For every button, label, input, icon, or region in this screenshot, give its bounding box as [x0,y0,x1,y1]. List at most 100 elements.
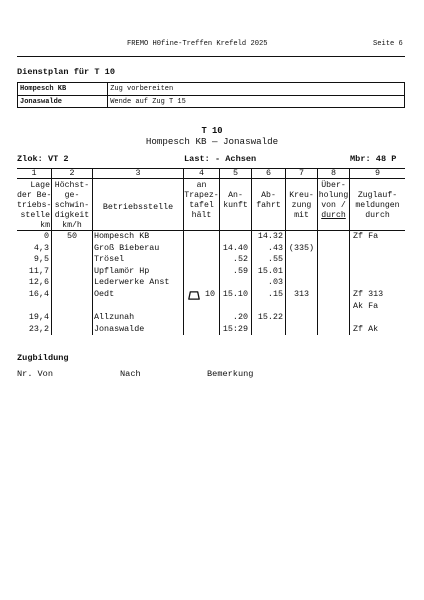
column-number-speed: 2 [51,168,92,179]
timetable-row: 4,3 Groß Bieberau 14.40.43 (335) [17,242,405,255]
column-header-line: fahrt [256,201,281,211]
column-header-km: Lage der Be-triebs-stelle km [17,179,51,232]
column-number-reports: 9 [349,168,405,179]
cell-reports [349,242,405,255]
cell-reports [349,254,405,266]
cell-departure: 14.32 [251,231,285,243]
cell-speed: 50 [51,231,92,243]
column-header-line: kunft [223,201,248,211]
cell-arrival: 14.40 [219,242,251,255]
column-header-line: hält [191,211,212,221]
column-number-trapez: 4 [183,168,219,179]
cell-station: Trösel [92,254,183,266]
timetable-row: 23,2 Jonaswalde 15:29 Zf Ak [17,323,405,336]
cell-crossing [285,265,317,278]
train-locomotive: Zlok: VT 2 [17,154,69,164]
duty-plan-row: Hompesch KB Zug vorbereiten [18,82,404,95]
cell-departure [251,323,285,336]
column-header-line: Betriebsstelle [102,201,174,212]
event-title: FREMO H0fine-Treffen Krefeld 2025 [127,39,268,48]
column-header-arrival: An-kunft [219,179,251,232]
column-number-overtaking: 8 [317,168,349,179]
formation-column-from: Von [37,369,53,379]
cell-overtaking [317,254,349,266]
report-line: Zf Fa [353,231,379,241]
duty-plan-title: Dienstplan für T 10 [17,67,115,77]
cell-crossing [285,231,317,243]
duty-task: Zug vorbereiten [110,84,174,93]
column-header-line: schwin- [54,201,90,210]
timetable-row: 11,7 Upflamör Hp .59 15.01 [17,265,405,278]
trapez-sign-value: 10 [204,288,216,299]
cell-reports: Zf 313 Ak Fa [349,288,405,313]
train-load: Last: - Achsen [184,154,257,164]
column-number-km: 1 [31,168,37,178]
cell-reports [349,277,405,289]
cell-km: 12,6 [28,277,49,288]
timetable-column-headers: Lage der Be-triebs-stelle km Höchst-ge-schw… [17,179,405,232]
page-number: Seite 6 [373,39,403,48]
duty-plan-row: Jonaswalde Wende auf Zug T 15 [18,94,404,108]
cell-km: 9,5 [33,254,49,265]
column-header-departure: Ab-fahrt [251,179,285,232]
cell-arrival: .59 [219,265,251,278]
cell-km: 19,4 [28,312,49,323]
cell-station: Upflamör Hp [92,265,183,278]
cell-speed [51,288,92,313]
column-header-line: An- [228,190,243,200]
cell-km: 23,2 [28,323,49,334]
column-number-departure: 6 [251,168,285,179]
column-header-trapez: an Trapez-tafel hält [183,179,219,232]
column-header-line: durch [321,211,346,221]
column-header-line: zung [291,201,312,211]
cell-departure: 15.01 [251,265,285,278]
report-line: Zf Ak [353,323,379,334]
cell-departure: .55 [251,254,285,266]
cell-station: Oedt [92,288,183,313]
column-header-line: km [40,221,50,231]
cell-reports [349,312,405,324]
column-header-line: an [196,180,207,190]
cell-arrival: 15:29 [219,323,251,336]
cell-reports [349,265,405,278]
cell-arrival: 15.10 [219,288,251,313]
column-header-crossing: Kreu-zung mit [285,179,317,232]
cell-km: 4,3 [33,242,49,253]
header-divider [17,56,405,58]
column-number-crossing: 7 [285,168,317,179]
column-header-line: km/h [62,221,82,231]
cell-overtaking [317,323,349,336]
cell-station: Groß Bieberau [92,242,183,255]
column-number-arrival: 5 [219,168,251,179]
column-header-line: ge- [64,190,80,200]
column-header-line: durch [365,211,390,221]
column-header-line: mit [294,211,309,221]
column-header-line: triebs- [17,201,52,210]
timetable-row: 12,6 Lederwerke Anst .03 [17,277,405,289]
cell-trapez-sign [183,323,219,336]
cell-station: Allzunah [92,312,183,324]
column-header-line: von / [321,201,346,210]
cell-arrival: .52 [219,254,251,266]
timetable-body: 0 50 Hompesch KB 14.32 Zf Fa 4,3 Groß Bieberau… [17,231,405,336]
cell-speed [51,254,92,266]
formation-column-number: Nr. [17,369,33,379]
cell-overtaking [317,312,349,324]
cell-trapez-sign [183,242,219,255]
cell-overtaking [317,242,349,255]
duty-station: Hompesch KB [18,82,109,95]
timetable-row: 9,5 Trösel .52.55 [17,254,405,266]
cell-crossing [285,254,317,266]
formation-column-to: Nach [120,369,141,379]
cell-speed [51,323,92,336]
cell-departure: .43 [251,242,285,255]
cell-arrival: .20 [219,312,251,324]
column-header-line: stelle [20,211,50,221]
trapez-sign-icon [188,290,200,300]
timetable-row: 19,4 Allzunah .20 15.22 [17,312,405,324]
cell-crossing [285,277,317,289]
column-header-line: meldungen [355,201,400,211]
